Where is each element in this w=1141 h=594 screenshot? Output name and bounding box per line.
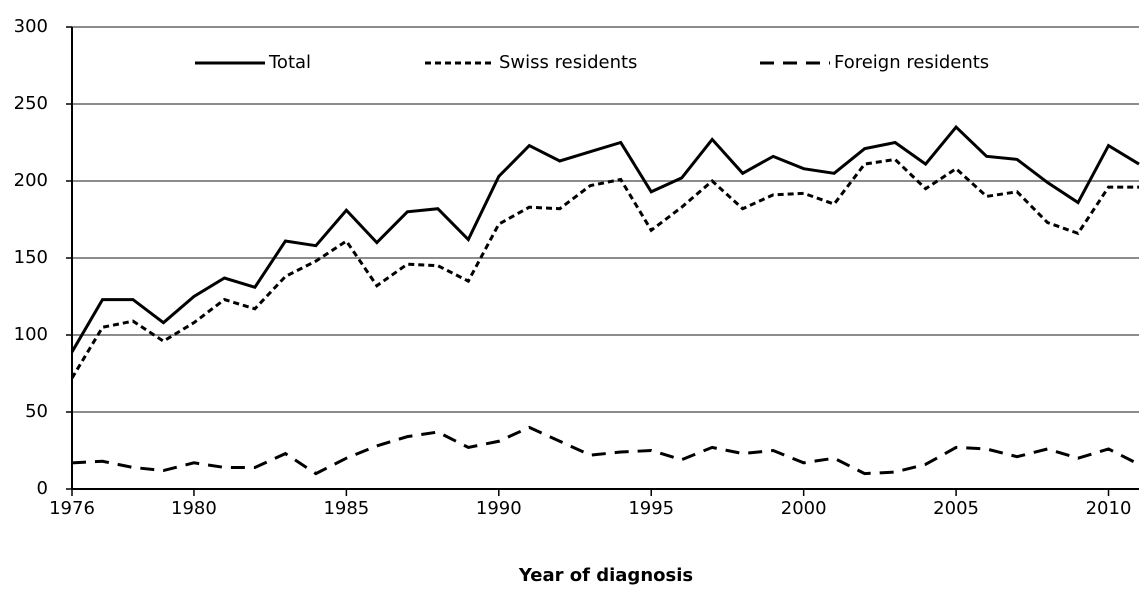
x-tick-label: 1995 bbox=[628, 498, 674, 519]
series-line bbox=[70, 124, 1140, 353]
legend-label: Foreign residents bbox=[834, 52, 989, 73]
legend-label: Swiss residents bbox=[499, 52, 637, 73]
x-tick-label: 1980 bbox=[171, 498, 217, 519]
x-tick-label: 2000 bbox=[781, 498, 827, 519]
y-tick-label: 0 bbox=[37, 478, 48, 499]
x-tick-label: 1985 bbox=[323, 498, 369, 519]
y-tick-label: 50 bbox=[25, 401, 48, 422]
y-tick-label: 250 bbox=[14, 93, 48, 114]
x-tick-label: 2010 bbox=[1086, 498, 1132, 519]
series-line bbox=[70, 157, 1139, 379]
y-tick-label: 200 bbox=[14, 170, 48, 191]
x-tick-label: 1990 bbox=[476, 498, 522, 519]
y-tick-label: 150 bbox=[14, 247, 48, 268]
y-tick-label: 300 bbox=[14, 16, 48, 37]
y-tick-label: 100 bbox=[14, 324, 48, 345]
x-tick-label: 2005 bbox=[933, 498, 979, 519]
legend-label: Total bbox=[268, 52, 311, 73]
x-axis-title: Year of diagnosis bbox=[518, 565, 693, 586]
series-line bbox=[71, 425, 1140, 476]
x-tick-label: 1976 bbox=[49, 498, 95, 519]
